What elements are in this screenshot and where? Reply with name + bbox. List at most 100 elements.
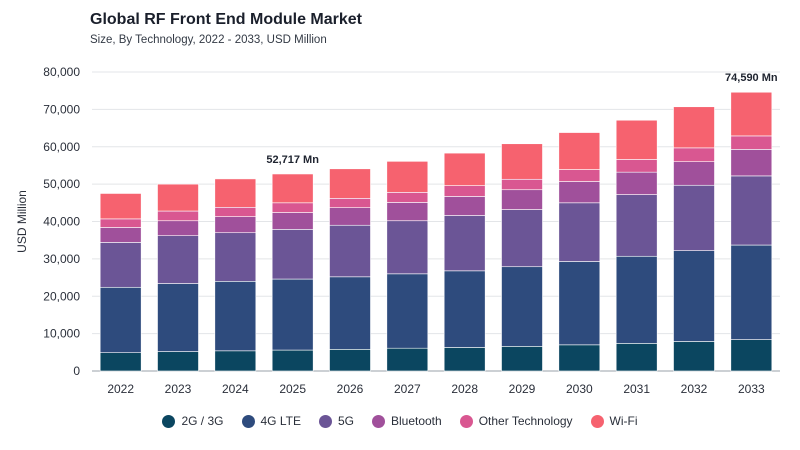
legend-item: 4G LTE xyxy=(241,414,301,428)
x-tick-label: 2029 xyxy=(509,382,536,396)
total-annotation: 74,590 Mn xyxy=(725,72,778,84)
bar-segment xyxy=(99,242,142,288)
legend-item: 2G / 3G xyxy=(162,414,224,428)
bar-segment xyxy=(329,168,371,199)
y-tick-label: 10,000 xyxy=(43,327,80,341)
legend-item: Bluetooth xyxy=(371,414,442,428)
bar-segment xyxy=(157,351,199,372)
x-tick-label: 2030 xyxy=(566,382,593,396)
legend-item: 5G xyxy=(318,414,354,428)
bar-segment xyxy=(501,143,543,180)
chart-title: Global RF Front End Module Market xyxy=(90,11,362,28)
bar-segment xyxy=(615,194,658,257)
legend-swatch xyxy=(590,414,604,428)
bar-segment xyxy=(730,91,773,137)
bar-segment xyxy=(558,202,601,262)
stacked-bar-chart: 0 10,000 20,000 30,000 40,000 50,000 60,000 70,… xyxy=(15,65,780,396)
bar-segment xyxy=(673,161,715,186)
bar-segment xyxy=(730,339,773,372)
chart-subtitle: Size, By Technology, 2022 - 2033, USD Mi… xyxy=(90,34,327,46)
bar-segment xyxy=(271,173,314,204)
bar-segment xyxy=(673,250,715,342)
bar-segment xyxy=(673,341,715,372)
chart-legend: 2G / 3G 4G LTE 5G Bluetooth Other Technology… xyxy=(0,414,800,428)
bar-segment xyxy=(271,229,314,280)
x-tick-label: 2026 xyxy=(337,382,364,396)
bar-segment xyxy=(329,276,371,350)
bar-segment xyxy=(157,235,199,284)
y-tick-label: 70,000 xyxy=(43,102,80,116)
y-tick-label: 40,000 xyxy=(43,215,80,229)
x-tick-label: 2033 xyxy=(738,382,765,396)
bar-segment xyxy=(271,212,314,230)
bar-segment xyxy=(615,171,658,195)
bar-segment xyxy=(730,175,773,246)
bar-segment xyxy=(730,244,773,340)
bar-segment xyxy=(329,224,371,278)
y-tick-label: 20,000 xyxy=(43,289,80,303)
bar-segment xyxy=(558,344,601,372)
legend-label: Wi-Fi xyxy=(609,414,638,428)
bar-segment xyxy=(386,220,429,275)
bar-segment xyxy=(615,119,658,160)
bar-segment xyxy=(673,184,715,251)
bar-segment xyxy=(673,147,715,162)
bar-segment xyxy=(558,132,601,170)
bar-segment xyxy=(329,198,371,208)
bar-segment xyxy=(214,178,257,208)
bar-segment xyxy=(99,218,142,228)
bar-segment xyxy=(386,273,429,349)
bar-segment xyxy=(157,183,199,212)
y-tick-label: 60,000 xyxy=(43,140,80,154)
bar-segment xyxy=(329,207,371,226)
x-tick-label: 2027 xyxy=(394,382,421,396)
bar-segment xyxy=(214,350,257,372)
y-tick-label: 30,000 xyxy=(43,252,80,266)
y-axis-label: USD Million xyxy=(15,190,29,253)
x-tick-label: 2023 xyxy=(165,382,192,396)
x-tick-label: 2032 xyxy=(681,382,708,396)
bar-segment xyxy=(99,193,142,220)
legend-item: Wi-Fi xyxy=(590,414,638,428)
bar-segment xyxy=(443,196,486,216)
bar-segment xyxy=(443,270,486,348)
bar-segment xyxy=(558,181,601,204)
bar-segment xyxy=(730,135,773,150)
bar-segment xyxy=(214,232,257,282)
bar-segment xyxy=(99,227,142,243)
x-tick-label: 2025 xyxy=(279,382,306,396)
legend-label: Bluetooth xyxy=(390,414,442,428)
bar-segment xyxy=(501,189,543,210)
y-tick-label: 0 xyxy=(73,364,80,378)
bar-segment xyxy=(157,220,199,237)
legend-swatch xyxy=(241,414,255,428)
bar-segment xyxy=(329,349,371,372)
bar-segment xyxy=(673,106,715,149)
x-tick-label: 2024 xyxy=(222,382,249,396)
bar-segment xyxy=(214,280,257,352)
legend-swatch xyxy=(162,414,176,428)
legend-swatch xyxy=(371,414,385,428)
legend-label: 2G / 3G xyxy=(181,414,224,428)
bar-segment xyxy=(386,161,429,193)
legend-item: Other Technology xyxy=(459,414,573,428)
bar-segment xyxy=(558,169,601,182)
bar-segment xyxy=(99,286,142,353)
bar-segment xyxy=(214,206,257,217)
bar-segment xyxy=(615,343,658,372)
legend-label: 4G LTE xyxy=(260,414,301,428)
legend-swatch xyxy=(459,414,473,428)
bar-segment xyxy=(501,266,543,347)
bar-segment xyxy=(271,278,314,351)
total-annotation: 52,717 Mn xyxy=(266,154,319,166)
legend-label: 5G xyxy=(337,414,354,428)
bar-segment xyxy=(501,346,543,372)
y-tick-label: 50,000 xyxy=(43,177,80,191)
bar-segment xyxy=(386,347,429,372)
bar-segment xyxy=(386,192,429,203)
bar-segment xyxy=(443,152,486,186)
legend-swatch xyxy=(318,414,332,428)
bar-segment xyxy=(615,255,658,344)
y-tick-label: 80,000 xyxy=(43,65,80,79)
bar-segment xyxy=(443,185,486,197)
